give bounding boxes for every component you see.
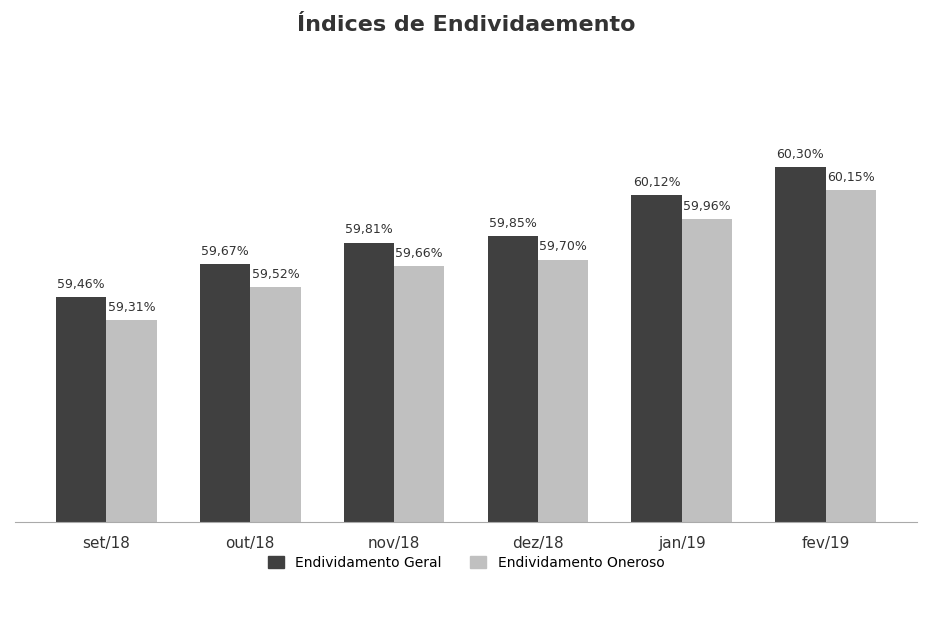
Text: 59,81%: 59,81%: [345, 223, 392, 236]
Bar: [632, 195, 682, 522]
Text: 60,30%: 60,30%: [776, 148, 824, 161]
Text: 59,52%: 59,52%: [252, 268, 299, 281]
Bar: [775, 167, 826, 522]
Text: 60,12%: 60,12%: [633, 175, 680, 188]
Bar: [487, 236, 538, 522]
Legend: Endividamento Geral, Endividamento Oneroso: Endividamento Geral, Endividamento Onero…: [262, 550, 670, 575]
Bar: [538, 260, 588, 522]
Text: 59,46%: 59,46%: [58, 278, 105, 291]
Bar: [106, 320, 157, 522]
Bar: [344, 243, 394, 522]
Text: 60,15%: 60,15%: [827, 171, 875, 184]
Bar: [682, 220, 733, 522]
Text: 59,85%: 59,85%: [488, 217, 537, 230]
Bar: [199, 265, 250, 522]
Title: Índices de Endividaemento: Índices de Endividaemento: [296, 15, 636, 35]
Text: 59,66%: 59,66%: [395, 246, 443, 260]
Text: 59,67%: 59,67%: [201, 245, 249, 258]
Bar: [394, 266, 445, 522]
Bar: [250, 288, 300, 522]
Bar: [826, 190, 876, 522]
Text: 59,70%: 59,70%: [540, 240, 587, 253]
Bar: [56, 296, 106, 522]
Text: 59,96%: 59,96%: [683, 200, 731, 213]
Text: 59,31%: 59,31%: [108, 301, 156, 314]
